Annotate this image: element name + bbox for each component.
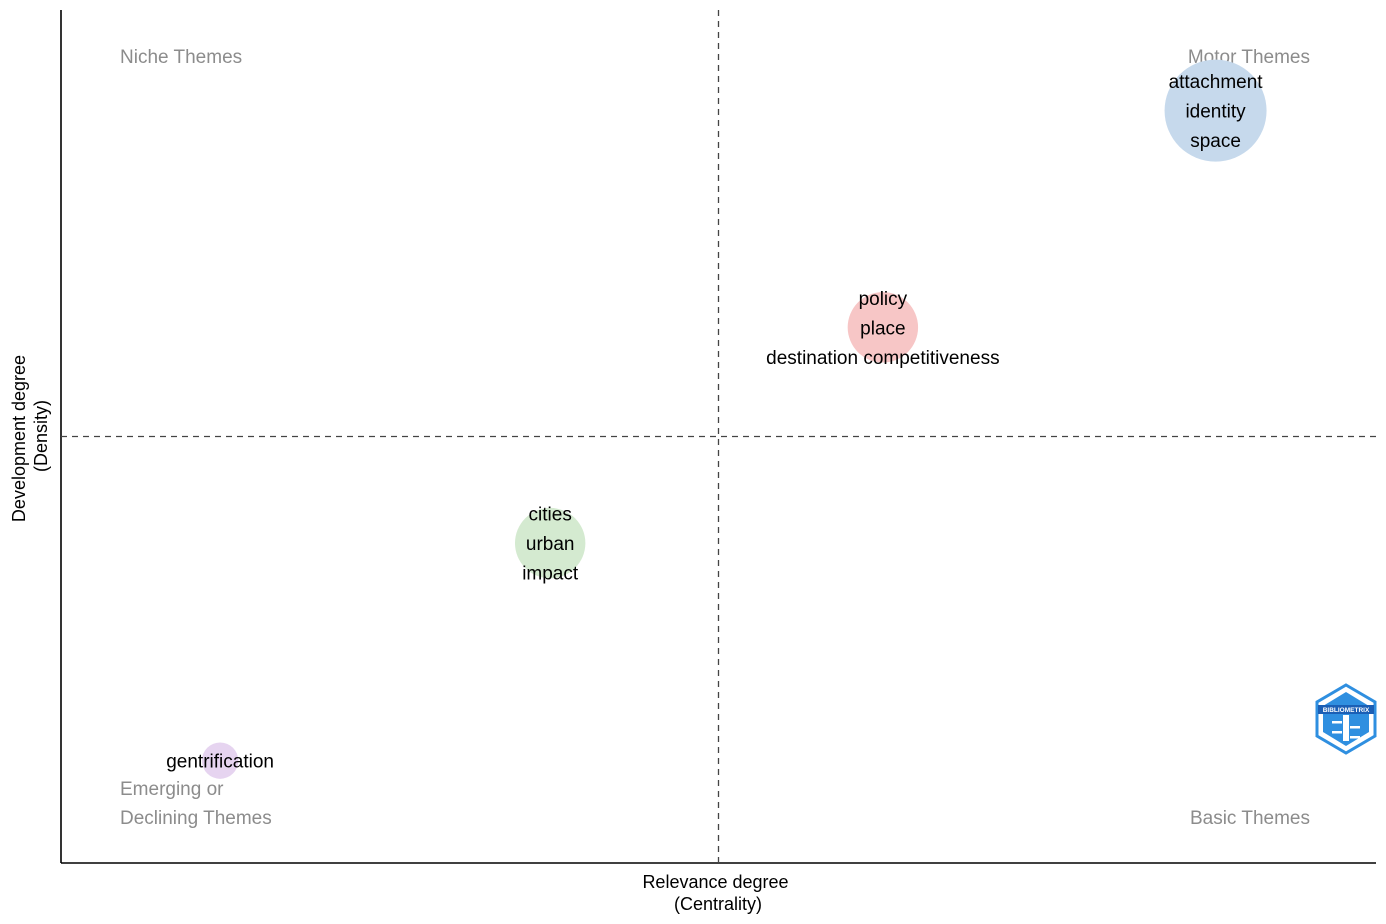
cluster-label: place <box>860 318 905 339</box>
cluster-bubbles <box>201 59 1267 779</box>
cluster-bubble <box>201 742 239 779</box>
cluster-label: cities <box>529 505 572 526</box>
quadrant-label-basic: Basic Themes <box>1190 808 1310 829</box>
logo-pillar <box>1343 715 1349 741</box>
cluster-label: space <box>1190 131 1241 152</box>
logo-text: BIBLIOMETRIX <box>1323 707 1370 714</box>
cluster-label: attachment <box>1169 72 1264 93</box>
y-axis-title: Development degree (Density) <box>9 350 51 522</box>
cluster-label: policy <box>859 289 908 310</box>
cluster-bubble <box>514 507 586 579</box>
logo-banner <box>1318 705 1374 714</box>
cluster-label: urban <box>526 534 575 555</box>
logo-bar-2 <box>1350 726 1360 729</box>
cluster-bubble <box>847 292 919 363</box>
cluster-label: destination competitiveness <box>766 348 999 369</box>
logo-hexagon-outer <box>1315 683 1377 755</box>
cluster-label: identity <box>1185 102 1246 123</box>
cluster-labels: attachment identity space policy place destin… <box>166 72 1263 772</box>
cluster-bubble <box>1164 59 1267 162</box>
cluster-label: gentrification <box>166 752 274 773</box>
logo-bar-1 <box>1332 721 1342 724</box>
logo-bar-4 <box>1350 736 1360 739</box>
bibliometrix-logo: BIBLIOMETRIX <box>1315 683 1377 755</box>
quadrant-label-niche: Niche Themes <box>120 47 242 68</box>
logo-bar-3 <box>1332 731 1342 734</box>
quadrant-label-emerging: Emerging or Declining Themes <box>120 779 272 829</box>
cluster-label: impact <box>522 564 579 585</box>
x-axis-title: Relevance degree (Centrality) <box>642 872 793 914</box>
